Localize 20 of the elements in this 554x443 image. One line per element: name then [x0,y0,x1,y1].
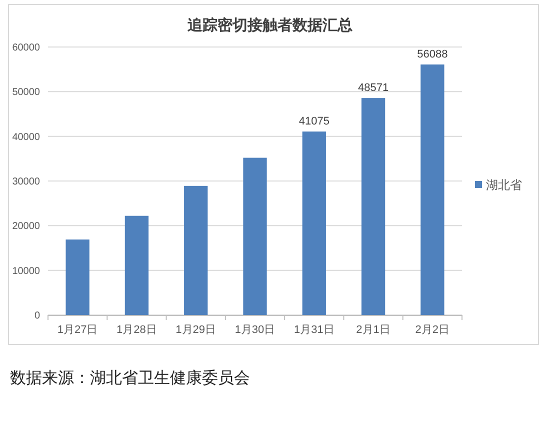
x-tick-label: 1月31日 [294,324,334,336]
y-tick-label: 30000 [12,176,40,188]
data-label: 48571 [358,82,389,94]
data-label: 56088 [417,48,448,60]
y-tick-label: 20000 [12,221,40,232]
x-tick-label: 2月1日 [356,324,390,336]
x-tick-label: 2月2日 [415,324,450,336]
x-tick-label: 1月30日 [234,324,276,336]
legend-label: 湖北省 [486,178,522,192]
x-tick-label: 1月27日 [57,324,98,336]
x-tick-label: 1月28日 [116,324,157,336]
y-tick-label: 40000 [12,132,40,143]
x-tick-label: 1月29日 [176,324,216,336]
y-tick-label: 60000 [12,42,40,54]
data-label: 41075 [298,116,330,128]
chart-title: 追踪密切接触者数据汇总 [186,16,352,34]
source-note: 数据来源：湖北省卫生健康委员会 [10,369,250,387]
y-tick-label: 50000 [12,87,40,98]
y-tick-label: 10000 [12,266,40,277]
y-tick-label: 0 [34,310,40,322]
